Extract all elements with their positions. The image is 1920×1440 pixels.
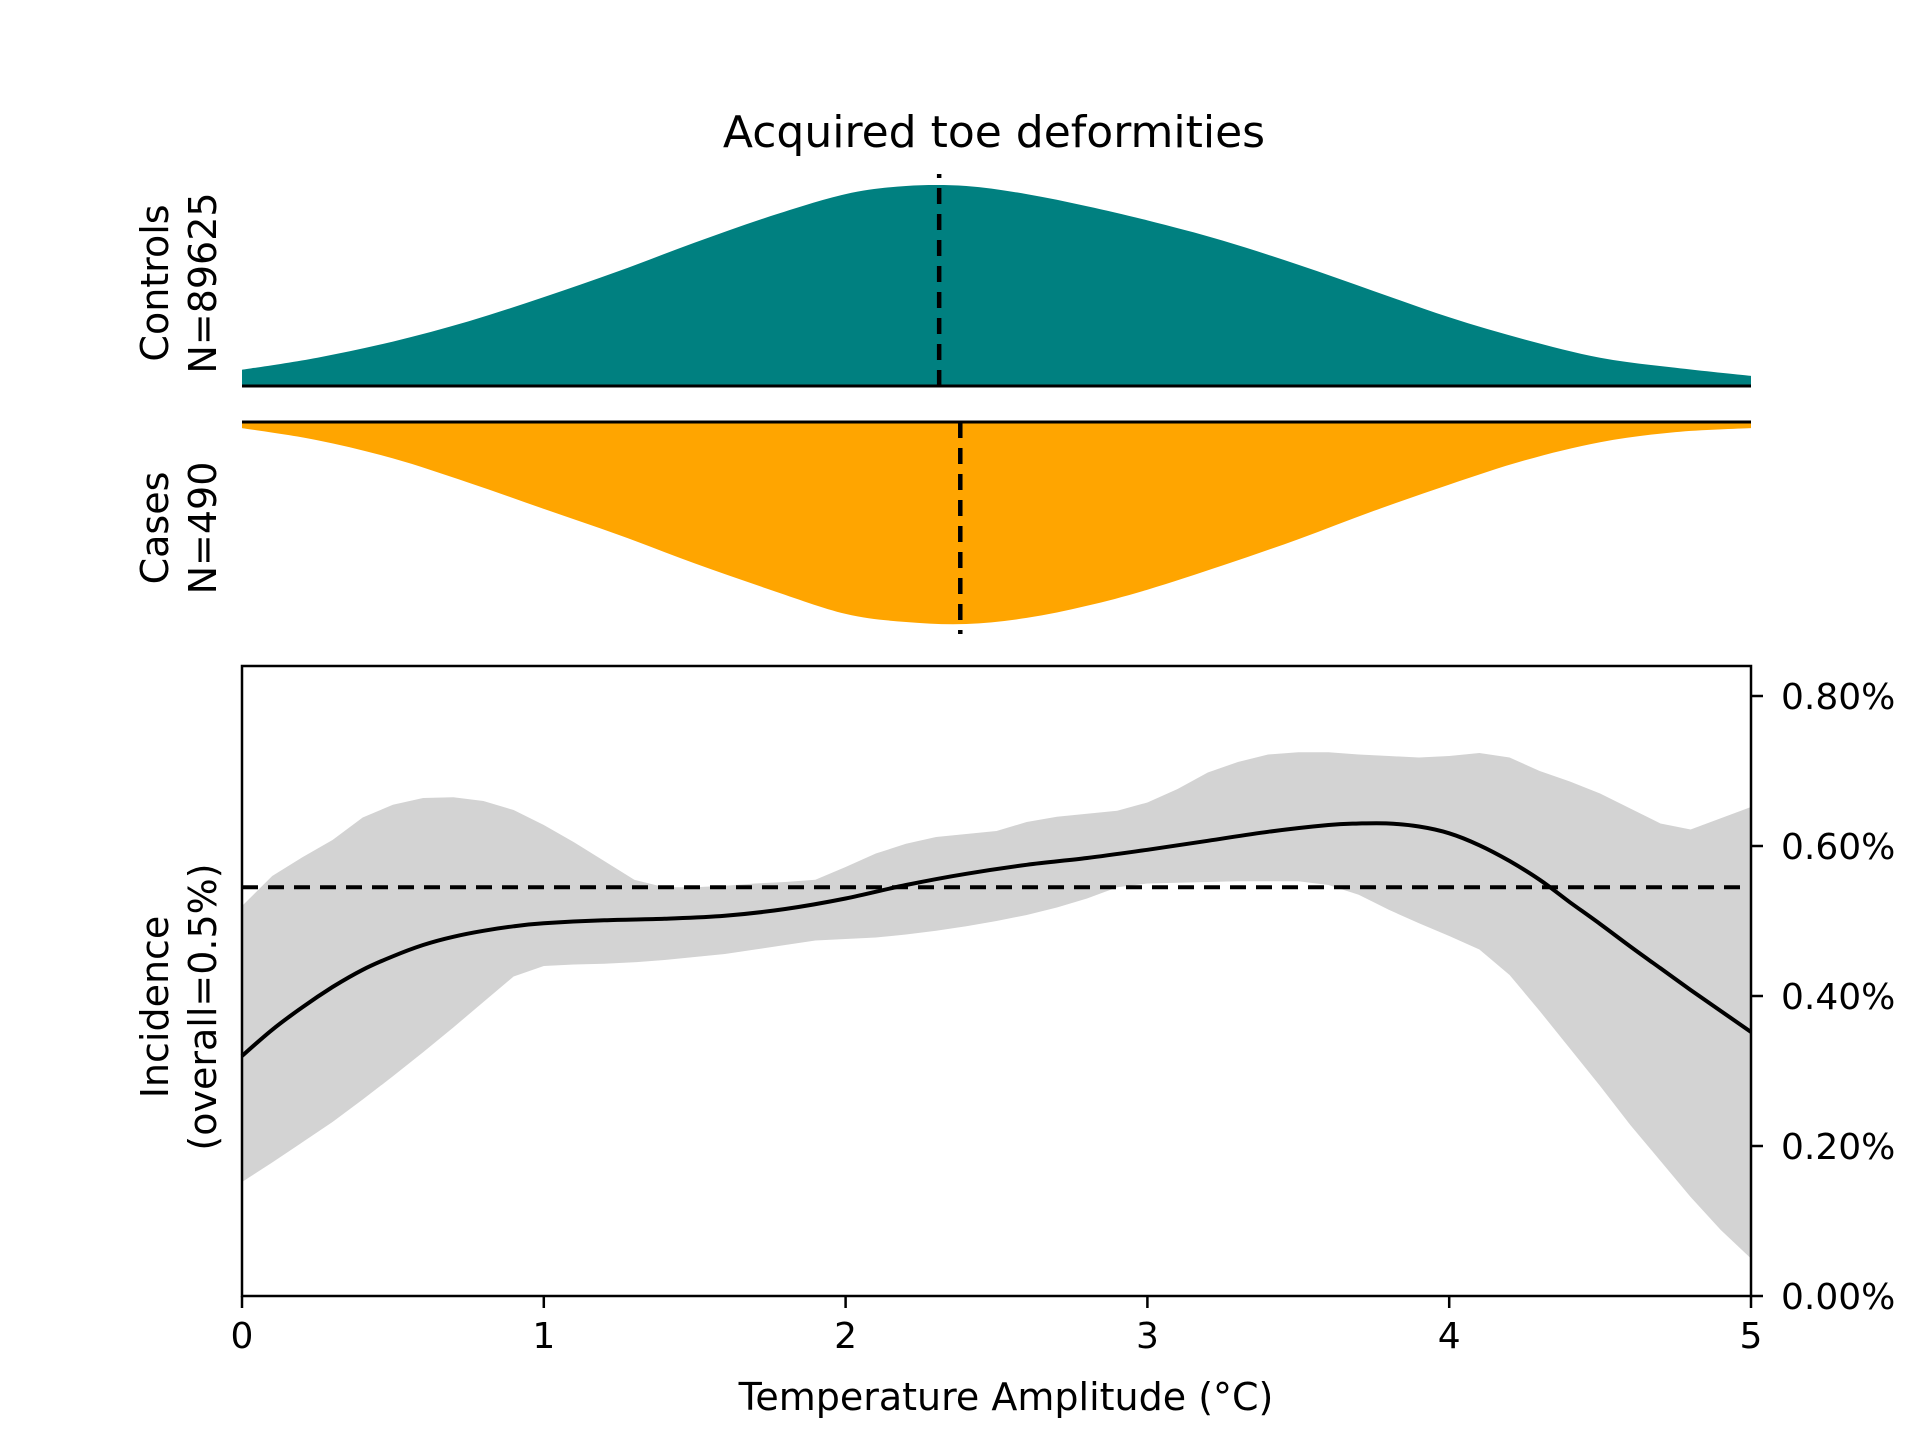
x-tick-label: 3 [1136, 1316, 1159, 1357]
cases-density-panel: Cases N=490 [133, 420, 1751, 634]
confidence-band [242, 752, 1751, 1259]
plot-frame [240, 664, 1753, 1298]
cases-count-label: N=490 [181, 462, 225, 595]
controls-label: Controls [133, 204, 177, 361]
y-axis-ticks: 0.00% 0.20% 0.40% 0.60% 0.80% [1751, 677, 1895, 1318]
y-tick-label: 0.60% [1781, 827, 1895, 868]
y-axis-label-overall: (overall=0.5%) [181, 863, 225, 1150]
x-tick-label: 1 [532, 1316, 555, 1357]
controls-density-panel: Controls N=89625 [133, 174, 1751, 388]
y-tick-label: 0.20% [1781, 1127, 1895, 1168]
y-axis-label: Incidence [133, 916, 177, 1099]
x-tick-label: 5 [1740, 1316, 1763, 1357]
x-tick-label: 2 [834, 1316, 857, 1357]
controls-count-label: N=89625 [181, 192, 225, 373]
cases-density-area [242, 422, 1751, 625]
x-axis-label: Temperature Amplitude (°C) [738, 1375, 1274, 1419]
incidence-panel: 0 1 2 3 4 5 0.00% 0.20% 0.40% 0.60% 0.80% Tempera… [133, 664, 1895, 1419]
x-tick-label: 4 [1438, 1316, 1461, 1357]
x-axis-ticks: 0 1 2 3 4 5 [231, 1296, 1763, 1357]
cases-label: Cases [133, 472, 177, 585]
y-tick-label: 0.00% [1781, 1277, 1895, 1318]
chart-title: Acquired toe deformities [723, 107, 1265, 158]
y-tick-label: 0.40% [1781, 977, 1895, 1018]
controls-density-area [242, 185, 1751, 386]
x-tick-label: 0 [231, 1316, 254, 1357]
incidence-line [240, 821, 1753, 1058]
y-tick-label: 0.80% [1781, 677, 1895, 718]
